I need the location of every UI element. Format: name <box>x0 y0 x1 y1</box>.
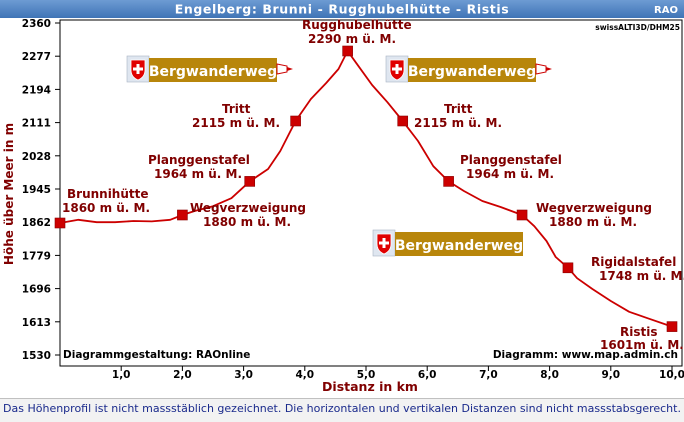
x-tick-label: 9,0 <box>601 369 620 381</box>
header-bar <box>0 0 684 18</box>
y-tick-label: 2277 <box>22 51 51 63</box>
waypoint-name: Rugghubelhütte <box>302 18 412 32</box>
waypoint-name: Rigidalstafel <box>591 255 676 269</box>
waypoint-elevation: 2290 m ü. M. <box>308 32 396 46</box>
x-tick-label: 10,0 <box>659 369 684 381</box>
x-tick-label: 5,0 <box>357 369 376 381</box>
x-tick-label: 8,0 <box>540 369 559 381</box>
waypoint-name: Brunnihütte <box>67 187 149 201</box>
waypoint-elevation: 1964 m ü. M. <box>466 167 554 181</box>
y-tick-label: 2194 <box>22 84 51 96</box>
x-tick-label: 6,0 <box>418 369 437 381</box>
waypoint-name: Tritt <box>222 102 251 116</box>
y-tick-label: 2111 <box>22 118 51 130</box>
waypoint-marker <box>443 176 454 187</box>
waypoint-name: Planggenstafel <box>460 153 562 167</box>
y-tick-label: 2360 <box>22 18 51 30</box>
y-tick-label: 1613 <box>22 317 51 329</box>
x-tick-label: 7,0 <box>479 369 498 381</box>
source-tag: swissALTI3D/DHM25 <box>595 23 680 32</box>
waypoint-elevation: 1880 m ü. M. <box>549 215 637 229</box>
y-axis-title: Höhe über Meer in m <box>2 123 16 265</box>
waypoint-marker <box>54 217 66 229</box>
y-tick-label: 1862 <box>22 217 51 229</box>
waypoint-name: Ristis <box>620 325 658 339</box>
credit-right: Diagramm: www.map.admin.ch <box>493 349 678 361</box>
trail-sign: Bergwanderweg <box>372 229 523 257</box>
chart-title: Engelberg: Brunni - Rugghubelhütte - Ris… <box>175 2 510 17</box>
sign-arrow-icon <box>535 63 552 75</box>
footnote: Das Höhenprofil ist nicht massstäblich g… <box>0 398 684 422</box>
rao-badge: RAO <box>654 5 678 16</box>
x-tick-label: 4,0 <box>295 369 314 381</box>
y-tick-label: 2028 <box>22 151 51 163</box>
waypoint-elevation: 1880 m ü. M. <box>203 215 291 229</box>
sign-label: Bergwanderweg <box>408 64 536 80</box>
sign-plate <box>408 58 536 82</box>
y-axis: 1530 1613 1696 1779 1862 1945 2028 2111 2194 2277… <box>22 18 60 362</box>
elevation-profile-line <box>59 50 673 328</box>
sign-label: Bergwanderweg <box>395 238 523 254</box>
waypoint-marker <box>290 115 301 127</box>
y-tick-label: 1945 <box>22 184 51 196</box>
trail-sign: Bergwanderweg <box>385 55 552 83</box>
swiss-cross-icon <box>130 59 146 81</box>
waypoint-elevation: 1964 m ü. M. <box>154 167 242 181</box>
waypoint-elevation: 2115 m ü. M. <box>192 116 280 130</box>
waypoint-marker <box>244 176 256 187</box>
waypoint-marker <box>666 321 678 332</box>
x-tick-label: 1,0 <box>112 369 131 381</box>
x-axis: 1,0 2,0 3,0 4,0 5,0 6,0 7,0 8,0 9,0 10,0 <box>112 366 684 381</box>
waypoint-marker <box>177 209 188 221</box>
waypoint-name: Tritt <box>444 102 473 116</box>
waypoint-name: Wegverzweigung <box>536 201 652 215</box>
y-tick-label: 1696 <box>22 284 51 296</box>
waypoint-name: Wegverzweigung <box>190 201 306 215</box>
waypoint-markers <box>54 45 678 332</box>
x-tick-label: 3,0 <box>234 369 253 381</box>
waypoint-name: Planggenstafel <box>148 153 250 167</box>
sign-plate <box>149 58 277 82</box>
y-tick-label: 1530 <box>22 350 51 362</box>
waypoint-elevation: 1748 m ü. M. <box>599 269 684 283</box>
elevation-profile-chart: Engelberg: Brunni - Rugghubelhütte - Ris… <box>0 0 684 394</box>
waypoint-elevation: 1601m ü. M. <box>600 338 684 352</box>
waypoint-marker <box>397 115 409 127</box>
waypoint-marker <box>342 45 353 57</box>
waypoint-labels: Brunnihütte 1860 m ü. M. Wegverzweigung … <box>62 18 684 352</box>
x-tick-label: 2,0 <box>173 369 192 381</box>
sign-label: Bergwanderweg <box>149 64 277 80</box>
swiss-cross-icon <box>389 59 405 81</box>
swiss-cross-icon <box>376 233 392 255</box>
waypoint-marker <box>516 209 528 221</box>
x-axis-title: Distanz in km <box>322 379 418 394</box>
y-tick-label: 1779 <box>22 250 51 262</box>
credit-left: Diagrammgestaltung: RAOnline <box>63 349 250 361</box>
waypoint-elevation: 1860 m ü. M. <box>62 201 150 215</box>
waypoint-elevation: 2115 m ü. M. <box>414 116 502 130</box>
sign-arrow-icon <box>276 63 293 75</box>
waypoint-marker <box>562 262 574 274</box>
sign-plate <box>395 232 523 256</box>
trail-sign: Bergwanderweg <box>126 55 293 83</box>
